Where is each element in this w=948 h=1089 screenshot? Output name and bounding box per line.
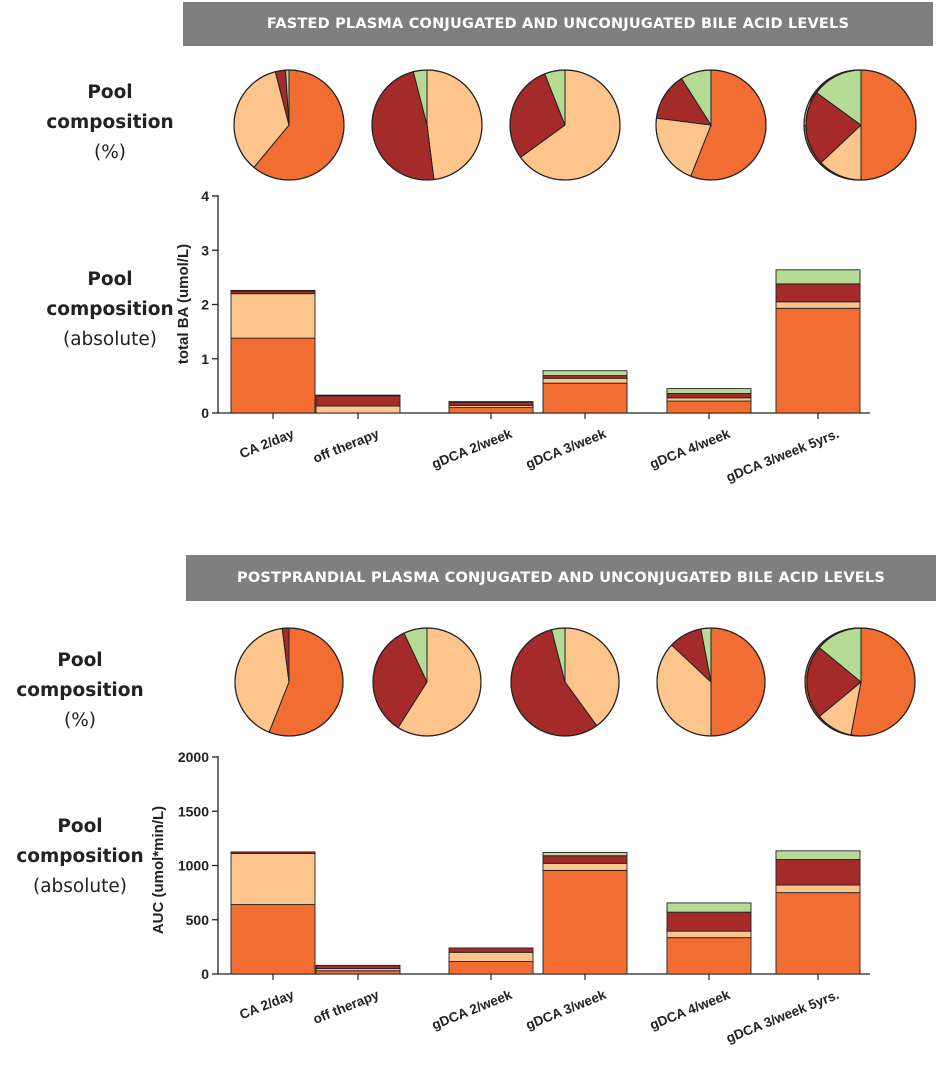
bar-segment-light_green: [666, 902, 752, 913]
x-tick-label: off therapy: [311, 987, 382, 1027]
y-tick-label: 1500: [178, 803, 209, 819]
pie-off-therapy: [372, 627, 482, 737]
bar-segment-light_orange: [230, 293, 316, 339]
bar-segment-orange: [666, 937, 752, 975]
bar-segment-light_orange: [666, 930, 752, 939]
y-tick-label: 0: [201, 405, 209, 421]
pie-gdca-3-week-5yrs: [805, 69, 917, 181]
bar-segment-light_green: [230, 289, 316, 292]
bar-segment-light_orange: [542, 862, 628, 871]
pie-outline: [805, 69, 917, 181]
bar-gdca-3-week: [542, 370, 628, 414]
pie-outline: [233, 69, 345, 181]
postprandial-bar-label-line3: (absolute): [33, 876, 127, 897]
y-axis-title: total BA (umol/L): [175, 244, 192, 364]
y-tick-label: 2000: [178, 749, 209, 765]
pie-outline: [510, 627, 620, 737]
postprandial-pie-label-line3: (%): [63, 710, 96, 731]
pie-gdca-3-week: [656, 627, 766, 737]
bar-gdca-2-week: [448, 947, 534, 975]
bar-segment-dark_red: [666, 911, 752, 932]
bar-gdca-3-week-5yrs: [775, 850, 861, 975]
y-tick-label: 500: [186, 912, 210, 928]
bar-segment-light_orange: [448, 951, 534, 962]
y-axis-title: AUC (umol*min/L): [150, 806, 167, 934]
y-tick-label: 2: [201, 297, 209, 313]
fasted-banner: FASTED PLASMA CONJUGATED AND UNCONJUGATE…: [183, 2, 933, 46]
fasted-bar-label-line3: (absolute): [63, 329, 157, 350]
x-tick-label: gDCA 2/week: [430, 987, 515, 1033]
x-tick-label: gDCA 3/week 5yrs.: [724, 987, 841, 1046]
fasted-pie-label-line3: (%): [93, 142, 126, 163]
postprandial-pie-label-line1: Pool: [57, 650, 103, 671]
postprandial-bar-label-line1: Pool: [57, 816, 103, 837]
bar-segment-light_green: [666, 388, 752, 394]
y-tick-label: 1: [201, 351, 209, 367]
pie-outline: [371, 69, 483, 181]
bar-segment-orange: [230, 904, 316, 975]
bar-segment-orange: [775, 892, 861, 975]
fasted-pie-charts: [233, 69, 917, 181]
bar-segment-dark_red: [230, 851, 316, 855]
bar-segment-dark_red: [542, 855, 628, 864]
bar-off-therapy: [315, 964, 401, 975]
pie-outline: [372, 627, 482, 737]
x-tick-label: gDCA 3/week: [524, 987, 609, 1033]
bar-segment-orange: [775, 307, 861, 414]
bar-ca-2-day: [230, 851, 316, 975]
bar-gdca-2-week: [448, 401, 534, 414]
bar-segment-dark_red: [315, 964, 401, 970]
bar-segment-dark_red: [448, 947, 534, 953]
bar-gdca-3-week-5yrs: [775, 269, 861, 414]
postprandial-pie-charts: [234, 627, 916, 737]
bar-segment-light_green: [775, 269, 861, 285]
pie-gdca-3-week: [655, 69, 767, 181]
bar-segment-light_green: [315, 394, 401, 397]
bar-segment-light_green: [542, 370, 628, 377]
postprandial-pie-label-line2: composition: [16, 680, 144, 701]
fasted-bar-label-line2: composition: [46, 299, 174, 320]
fasted-pie-label-line1: Pool: [87, 82, 133, 103]
postprandial-bar-row-label: Pool composition (absolute): [0, 812, 170, 902]
fasted-pie-label-line2: composition: [46, 112, 174, 133]
x-tick-label: gDCA 4/week: [648, 987, 733, 1033]
fasted-bar-label-line1: Pool: [87, 269, 133, 290]
postprandial-banner: POSTPRANDIAL PLASMA CONJUGATED AND UNCON…: [186, 555, 936, 601]
bar-segment-light_orange: [230, 853, 316, 906]
bar-off-therapy: [315, 394, 401, 414]
pie-outline: [234, 627, 344, 737]
bar-segment-dark_red: [775, 859, 861, 886]
bar-gdca-3-week: [542, 852, 628, 975]
bar-segment-orange: [315, 970, 401, 975]
fasted-bar-row-label: Pool composition (absolute): [20, 265, 200, 355]
y-tick-label: 4: [201, 188, 209, 204]
pie-ca-2-day: [234, 627, 344, 737]
x-tick-label: CA 2/day: [237, 987, 296, 1023]
postprandial-pie-row-label: Pool composition (%): [10, 646, 150, 736]
pie-gdca-2-week: [509, 69, 621, 181]
pie-outline: [806, 627, 916, 737]
fasted-pie-row-label: Pool composition (%): [40, 78, 180, 168]
y-tick-label: 0: [201, 966, 209, 982]
y-tick-label: 1000: [178, 858, 209, 874]
pie-ca-2-day: [233, 69, 345, 181]
pie-outline: [655, 69, 767, 181]
bar-segment-light_green: [775, 850, 861, 860]
pie-gdca-3-week-5yrs: [806, 627, 916, 737]
y-tick-label: 3: [201, 242, 209, 258]
bar-segment-orange: [542, 869, 628, 975]
bar-segment-light_orange: [775, 884, 861, 894]
bar-segment-orange: [448, 961, 534, 975]
bar-segment-light_green: [448, 401, 534, 403]
pie-gdca-2-week: [510, 627, 620, 737]
pie-outline: [509, 69, 621, 181]
bar-gdca-4-week: [666, 902, 752, 975]
postprandial-bar-label-line2: composition: [16, 846, 144, 867]
pie-outline: [656, 627, 766, 737]
bar-segment-light_green: [542, 852, 628, 857]
pie-off-therapy: [371, 69, 483, 181]
